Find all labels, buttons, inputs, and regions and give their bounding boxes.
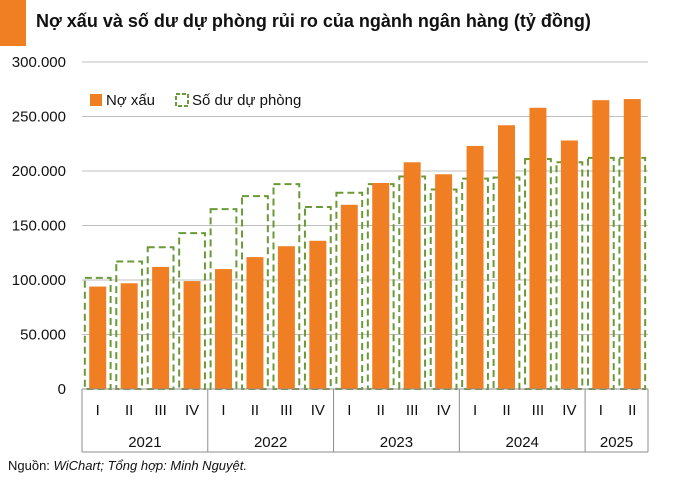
year-label: 2025 [600,434,633,451]
npl-bar [340,204,358,389]
npl-bar [498,125,515,389]
legend-swatch-provision [175,93,189,107]
legend-label-npl: Nợ xấu [106,92,155,109]
x-tick-label: I [347,402,351,419]
npl-bar [89,286,107,389]
x-tick-label: II [251,402,259,419]
year-label: 2022 [254,434,287,451]
y-tick-label: 100.000 [12,272,66,289]
x-tick-label: IV [437,402,451,419]
x-tick-label: III [532,402,545,419]
year-label: 2024 [506,434,539,451]
x-tick-label: IV [562,402,576,419]
x-tick-label: II [377,402,385,419]
x-tick-label: III [280,402,293,419]
npl-bar [372,182,390,389]
npl-series [89,99,641,390]
npl-bar [592,100,610,390]
x-tick-label: IV [185,402,199,419]
npl-bar [623,99,641,389]
provision-bar [209,208,238,390]
chart: 0 50.000 100.000 150.000 200.000 250.000 300.0… [12,54,649,453]
y-tick-label: 300.000 [12,54,66,71]
y-tick-label: 0 [58,381,66,398]
x-tick-label: I [599,402,603,419]
npl-bar [277,246,295,389]
x-tick-label: IV [311,402,325,419]
x-tick-label: I [473,402,477,419]
grid-layer [82,61,648,335]
year-label: 2021 [128,434,161,451]
year-label: 2023 [380,434,413,451]
npl-bar [246,257,264,389]
x-tick-label: I [96,402,100,419]
y-tick-label: 200.000 [12,163,66,180]
y-tick-label: 50.000 [20,327,66,344]
x-tick-label: III [406,402,419,419]
y-axis-ticks: 0 50.000 100.000 150.000 200.000 250.000 300.0… [12,54,66,398]
npl-bar [183,281,201,389]
chart-title: Nợ xấu và số dư dự phòng rủi ro của ngàn… [36,11,591,31]
x-tick-label: II [628,402,636,419]
source-note: Nguồn: WiChart; Tổng hợp: Minh Nguyệt. [8,458,247,473]
npl-bar [309,240,327,389]
x-tick-label: III [154,402,167,419]
legend: Nợ xấu Số dư dự phòng [90,92,301,109]
y-tick-label: 250.000 [12,109,66,126]
x-tick-label: II [125,402,133,419]
npl-bar [120,283,138,389]
source-prefix: Nguồn: [8,458,54,473]
provision-bar [178,232,206,390]
npl-bar [466,145,484,389]
y-tick-label: 150.000 [12,218,66,235]
x-tick-label: I [221,402,225,419]
npl-bar [529,107,547,389]
accent-bar [0,0,26,46]
npl-bar [560,140,578,389]
legend-swatch-npl [90,94,102,106]
npl-bar [403,162,421,389]
source-text: WiChart; Tổng hợp: Minh Nguyệt. [53,458,247,473]
x-tick-label: II [502,402,510,419]
npl-bar [215,269,232,389]
legend-label-provision: Số dư dự phòng [192,92,301,109]
npl-bar [152,266,170,389]
npl-bar [435,174,453,389]
